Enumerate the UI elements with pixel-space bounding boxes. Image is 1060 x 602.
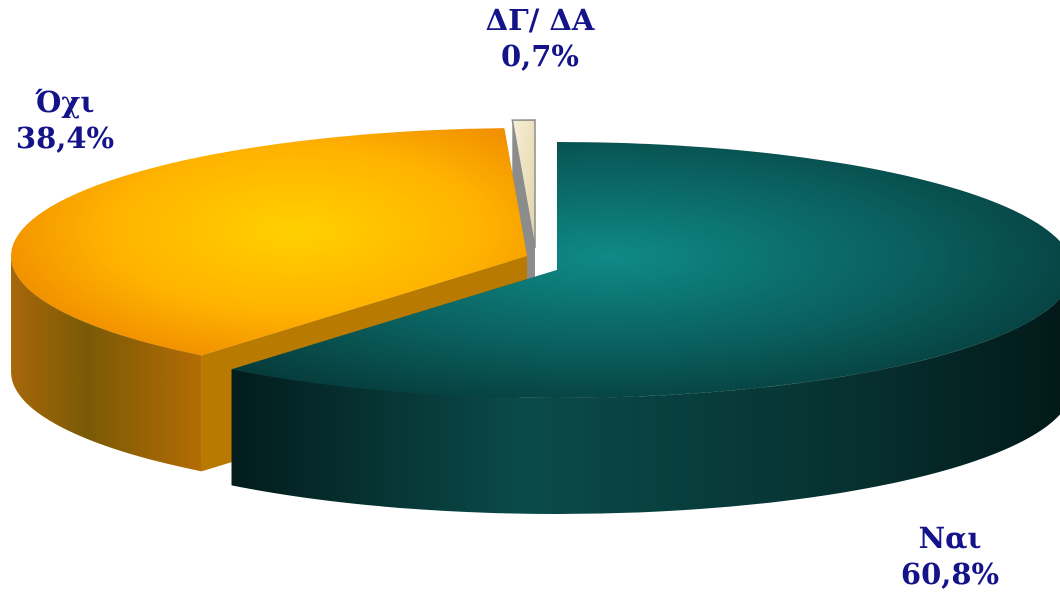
- slice-label-no-value: 38,4%: [15, 121, 115, 156]
- slice-no: [11, 128, 527, 356]
- slice-label-no-name: Όχι: [35, 85, 95, 119]
- slice-yes: [231, 142, 1060, 398]
- slice-label-yes-value: 60,8%: [900, 557, 1000, 592]
- slice-label-dk-name: ΔΓ/ ΔΑ: [485, 3, 595, 37]
- slice-label-yes-name: Ναι: [918, 521, 982, 555]
- slice-side-no: [11, 256, 202, 472]
- slice-label-dk: ΔΓ/ ΔΑ 0,7%: [455, 2, 625, 75]
- slice-label-no: Όχι 38,4%: [0, 84, 130, 157]
- slice-dk: [511, 119, 536, 249]
- slice-label-dk-value: 0,7%: [500, 39, 579, 74]
- slice-side-yes: [231, 298, 1060, 514]
- slice-label-yes: Ναι 60,8%: [880, 520, 1020, 593]
